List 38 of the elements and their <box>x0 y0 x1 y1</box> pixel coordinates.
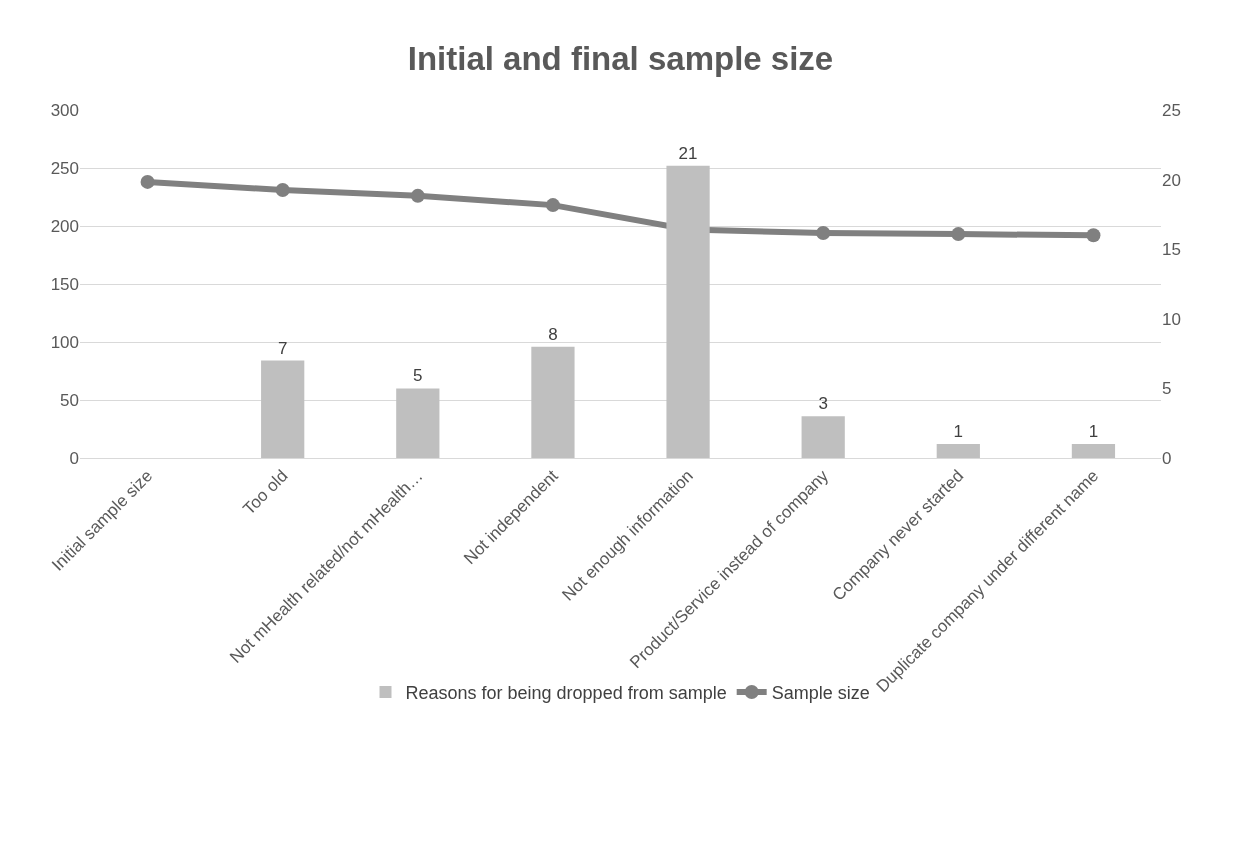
y-tick-label: 50 <box>60 390 79 410</box>
bar <box>396 388 440 458</box>
data-label: 3 <box>818 394 828 414</box>
point <box>545 198 560 213</box>
legend-label: Sample size <box>771 682 870 703</box>
y-tick-label: 300 <box>50 100 79 120</box>
point <box>140 174 155 189</box>
y-tick-label: 200 <box>50 216 79 236</box>
chart-title: Initial and final sample size <box>407 40 834 78</box>
point <box>410 188 425 203</box>
legend-label: Reasons for being dropped from sample <box>405 682 727 703</box>
bar <box>801 416 845 458</box>
y-tick-label: 0 <box>69 448 79 468</box>
y-tick-label: 150 <box>50 274 79 294</box>
bar <box>261 360 305 458</box>
data-label: 7 <box>277 338 288 358</box>
y2-tick-label: 25 <box>1162 100 1181 120</box>
y-tick-label: 250 <box>50 158 79 178</box>
y-tick-label: 100 <box>50 332 79 352</box>
data-label: 5 <box>413 366 423 386</box>
y2-tick-label: 5 <box>1162 379 1172 399</box>
x-tick-label: Too old <box>239 466 292 519</box>
data-label: 8 <box>548 324 558 344</box>
bar <box>531 346 575 458</box>
bar <box>666 165 710 458</box>
bar <box>936 444 980 458</box>
point <box>816 225 831 240</box>
point <box>951 227 966 242</box>
bar <box>1071 444 1116 458</box>
y2-tick-label: 0 <box>1162 448 1172 468</box>
y2-tick-label: 10 <box>1162 309 1181 329</box>
data-label: 1 <box>953 422 964 442</box>
point <box>1086 228 1101 243</box>
y2-tick-label: 20 <box>1162 170 1181 190</box>
data-label: 1 <box>1088 422 1099 442</box>
data-label: 21 <box>678 143 698 163</box>
point <box>275 183 290 198</box>
y2-tick-label: 15 <box>1162 240 1181 260</box>
